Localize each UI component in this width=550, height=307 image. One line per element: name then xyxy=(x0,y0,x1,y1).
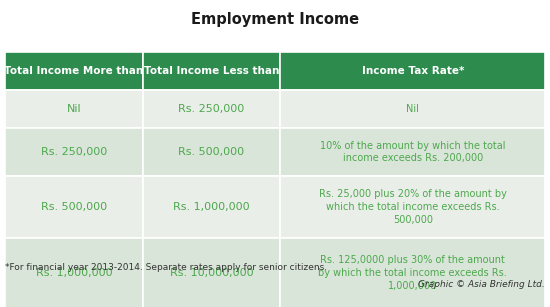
Bar xyxy=(280,238,545,307)
Polygon shape xyxy=(56,121,229,278)
Text: Employment Income: Employment Income xyxy=(191,12,359,27)
Text: Total Income Less than: Total Income Less than xyxy=(144,66,279,76)
Text: Income Tax Rate*: Income Tax Rate* xyxy=(361,66,464,76)
Text: Rs. 250,000: Rs. 250,000 xyxy=(178,104,245,114)
Bar xyxy=(142,90,280,128)
Bar xyxy=(280,52,545,90)
Text: 10% of the amount by which the total
income exceeds Rs. 200,000: 10% of the amount by which the total inc… xyxy=(320,141,505,163)
Bar xyxy=(142,128,280,176)
Bar xyxy=(280,128,545,176)
Bar xyxy=(280,176,545,238)
Polygon shape xyxy=(91,144,195,238)
Text: Nil: Nil xyxy=(406,104,419,114)
Bar xyxy=(5,238,142,307)
Text: Graphic © Asia Briefing Ltd.: Graphic © Asia Briefing Ltd. xyxy=(418,280,545,289)
Text: Rs. 250,000: Rs. 250,000 xyxy=(41,147,107,157)
Bar xyxy=(142,176,280,238)
Text: Rs. 10,000,000: Rs. 10,000,000 xyxy=(170,268,254,278)
Bar xyxy=(142,52,280,90)
Bar xyxy=(5,52,142,90)
Bar xyxy=(5,128,142,176)
Polygon shape xyxy=(117,144,169,191)
Text: Rs. 1,000,000: Rs. 1,000,000 xyxy=(36,268,112,278)
Text: *For financial year 2013-2014. Separate rates apply for senior citizens.: *For financial year 2013-2014. Separate … xyxy=(5,263,327,272)
Text: Rs. 500,000: Rs. 500,000 xyxy=(41,202,107,212)
Text: Nil: Nil xyxy=(67,104,81,114)
Text: Rs. 125,0000 plus 30% of the amount
by which the total income exceeds Rs.
1,000,: Rs. 125,0000 plus 30% of the amount by w… xyxy=(318,255,507,291)
Text: Total Income More than: Total Income More than xyxy=(4,66,144,76)
Bar xyxy=(142,238,280,307)
Text: Rs. 25,000 plus 20% of the amount by
which the total income exceeds Rs.
500,000: Rs. 25,000 plus 20% of the amount by whi… xyxy=(319,189,507,225)
Text: Rs. 500,000: Rs. 500,000 xyxy=(179,147,245,157)
Bar xyxy=(5,90,142,128)
Bar xyxy=(280,90,545,128)
Bar xyxy=(5,176,142,238)
Text: Rs. 1,000,000: Rs. 1,000,000 xyxy=(173,202,250,212)
